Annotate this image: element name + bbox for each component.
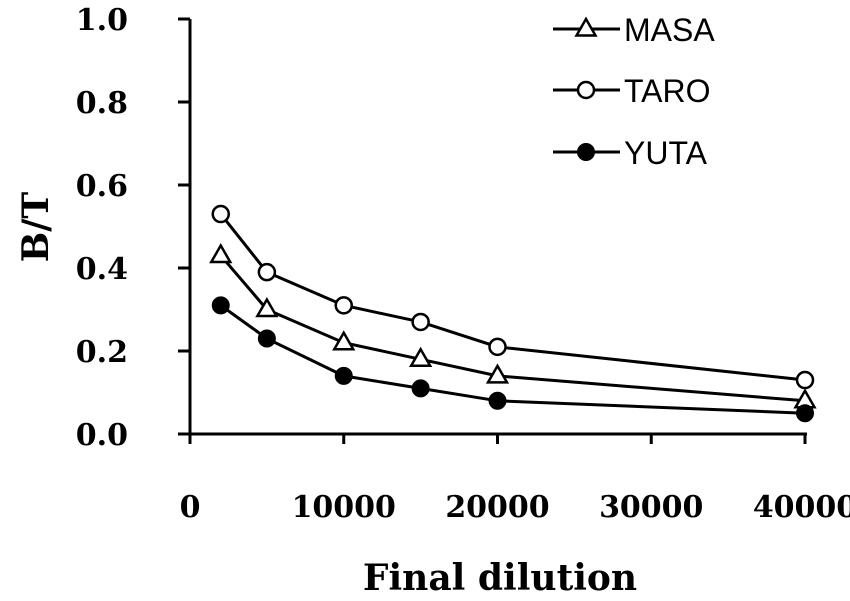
axes: 0.0 0.2 0.4 0.6 0.8 1.0 0 10000 20000 30000 40000 bbox=[76, 3, 850, 525]
x-tick-label: 30000 bbox=[599, 490, 703, 525]
data-point-taro bbox=[795, 370, 815, 390]
data-point-taro bbox=[257, 262, 277, 282]
y-tick-label: 0.8 bbox=[76, 86, 128, 121]
y-tick-label: 0.2 bbox=[76, 335, 128, 370]
data-point-masa bbox=[209, 243, 233, 264]
data-point-taro bbox=[488, 337, 507, 357]
x-axis-title: Final dilution bbox=[363, 557, 637, 599]
series-line-yuta bbox=[219, 304, 806, 415]
series-layer bbox=[209, 204, 817, 423]
data-point-masa bbox=[485, 363, 510, 384]
series-line-taro bbox=[219, 213, 806, 382]
series-taro bbox=[211, 204, 815, 390]
data-point-yuta bbox=[257, 329, 276, 348]
legend-marker-masa bbox=[574, 16, 598, 37]
y-tick-label: 0.6 bbox=[76, 169, 128, 204]
legend-item-yuta: YUTA bbox=[553, 135, 708, 171]
x-tick-label: 10000 bbox=[292, 490, 396, 525]
data-point-yuta bbox=[211, 296, 230, 315]
legend-label: YUTA bbox=[624, 135, 708, 171]
legend-label: TARO bbox=[624, 73, 711, 109]
data-point-taro bbox=[211, 204, 230, 224]
data-point-masa bbox=[408, 346, 433, 368]
y-tick-label: 0.4 bbox=[76, 252, 128, 287]
legend-label: MASA bbox=[624, 12, 715, 48]
data-point-masa bbox=[332, 330, 356, 351]
legend-item-masa: MASA bbox=[553, 12, 715, 48]
x-tick-label: 20000 bbox=[445, 490, 549, 525]
data-point-taro bbox=[334, 296, 353, 315]
y-axis-title: B/T bbox=[15, 192, 57, 263]
y-tick-label: 1.0 bbox=[76, 3, 128, 38]
data-point-yuta bbox=[488, 391, 507, 410]
data-point-yuta bbox=[796, 404, 814, 423]
data-point-yuta bbox=[334, 366, 353, 385]
legend-marker-taro bbox=[576, 80, 596, 100]
legend-item-taro: TARO bbox=[553, 73, 711, 109]
legend: MASA TARO YUTA bbox=[553, 12, 715, 171]
series-yuta bbox=[211, 296, 814, 423]
legend-marker-yuta bbox=[577, 143, 595, 161]
data-point-masa bbox=[255, 296, 279, 318]
series-masa bbox=[209, 243, 817, 409]
y-tick-label: 0.0 bbox=[76, 418, 128, 453]
data-point-taro bbox=[411, 312, 430, 332]
data-point-yuta bbox=[411, 379, 430, 398]
x-tick-label: 40000 bbox=[753, 490, 850, 525]
x-tick-label: 0 bbox=[180, 490, 201, 525]
series-line-masa bbox=[219, 254, 806, 403]
